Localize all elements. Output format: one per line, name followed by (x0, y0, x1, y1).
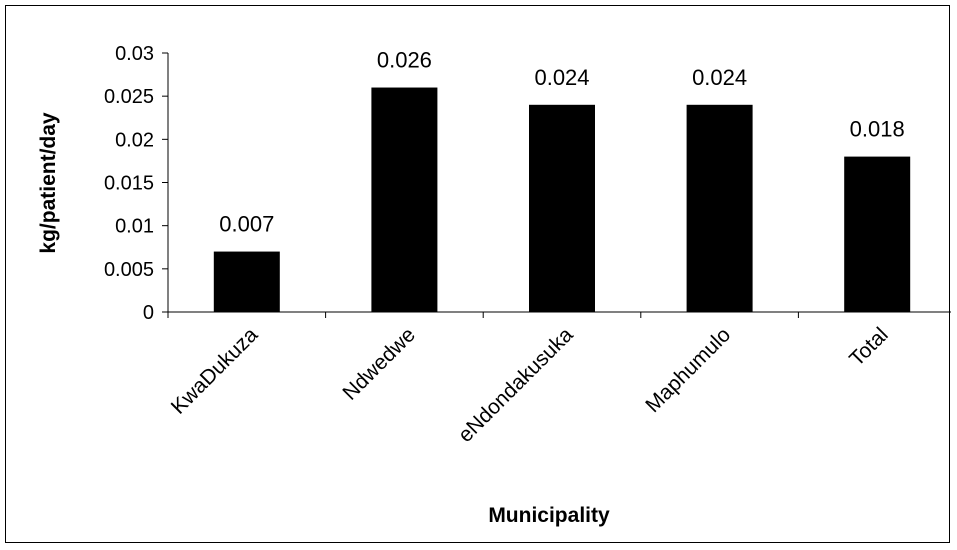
data-label: 0.026 (377, 48, 432, 73)
plot-area: 0 0.005 0.01 0.015 0.02 0.025 0.03 0.007 KwaDuku… (104, 43, 957, 447)
y-axis-title: kg/patient/day (37, 112, 60, 254)
bar (213, 251, 280, 312)
y-tick-label: 0.02 (115, 129, 154, 151)
y-tick-label: 0.03 (115, 43, 154, 65)
x-category-label: Total (845, 323, 893, 371)
x-category-label: Maphumulo (641, 323, 735, 417)
x-category-label: KwaDukuza (167, 323, 263, 419)
bar (844, 156, 911, 312)
y-tick-label: 0 (143, 302, 154, 324)
y-tick-label: 0.01 (115, 216, 154, 238)
x-axis-title: Municipality (488, 504, 610, 527)
bar (529, 104, 595, 312)
x-category-label: Ndwedwe (338, 323, 419, 404)
data-label: 0.024 (692, 65, 747, 90)
y-tick-label: 0.025 (104, 86, 154, 108)
y-tick-label: 0.015 (104, 173, 154, 195)
chart-frame: 0 0.005 0.01 0.015 0.02 0.025 0.03 0.007 KwaDuku… (5, 5, 957, 543)
x-category-label: eNdondakusuka (454, 323, 578, 447)
bar (371, 87, 438, 313)
data-label: 0.024 (534, 65, 589, 90)
data-label: 0.018 (850, 117, 905, 142)
bar-chart: 0 0.005 0.01 0.015 0.02 0.025 0.03 0.007 KwaDuku… (37, 43, 957, 527)
y-tick-label: 0.005 (104, 259, 154, 281)
data-label: 0.007 (219, 212, 274, 237)
bar (686, 104, 753, 312)
